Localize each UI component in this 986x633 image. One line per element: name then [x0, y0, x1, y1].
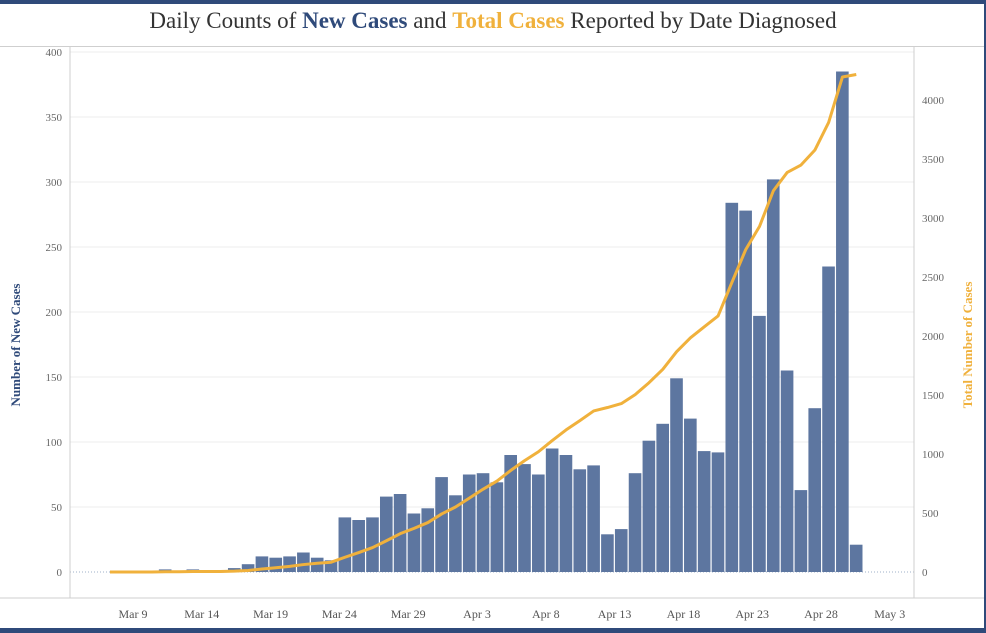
- bar-new-cases: [849, 544, 863, 572]
- left-axis-ticks: 0 50 100 150 200 250 300 350 400: [46, 47, 63, 579]
- bar-new-cases: [753, 315, 766, 572]
- bar-new-cases: [504, 455, 517, 572]
- bar-new-cases: [601, 534, 614, 572]
- bar-new-cases: [780, 370, 794, 572]
- bar-new-cases: [421, 508, 435, 572]
- chart-title: Daily Counts of New Cases and Total Case…: [0, 8, 986, 34]
- bar-new-cases: [684, 418, 697, 572]
- bar-new-cases: [587, 465, 600, 572]
- bar-new-cases: [310, 557, 324, 572]
- right-tick-label: 1500: [922, 390, 945, 402]
- bar-new-cases: [822, 266, 835, 572]
- title-divider: [0, 46, 984, 47]
- bar-new-cases: [241, 564, 255, 572]
- right-tick-label: 0: [922, 567, 928, 579]
- bar-new-cases: [532, 474, 545, 572]
- bar-new-cases: [739, 210, 752, 572]
- bar-new-cases: [725, 202, 739, 573]
- bar-new-cases: [490, 482, 504, 572]
- left-tick-label: 350: [46, 112, 63, 124]
- title-prefix: Daily Counts of: [149, 8, 303, 33]
- bar-new-cases: [462, 474, 476, 572]
- bar-new-cases: [476, 473, 490, 572]
- left-tick-label: 100: [46, 437, 63, 449]
- right-border: [984, 0, 986, 633]
- chart-frame: [0, 47, 984, 599]
- bar-new-cases: [269, 557, 283, 572]
- bar-new-cases: [559, 455, 573, 572]
- bar-new-cases: [808, 408, 822, 572]
- bar-new-cases: [794, 490, 808, 572]
- x-tick-label: Apr 13: [598, 607, 632, 621]
- bar-new-cases: [656, 423, 670, 572]
- bar-new-cases: [642, 440, 656, 572]
- bottom-border: [0, 628, 986, 633]
- bar-new-cases: [324, 560, 338, 572]
- bar-new-cases: [614, 529, 628, 572]
- right-tick-label: 4000: [922, 95, 945, 107]
- x-tick-label: Mar 24: [322, 607, 357, 621]
- bar-new-cases: [435, 477, 448, 572]
- bar-new-cases: [766, 179, 780, 572]
- bar-new-cases: [573, 469, 587, 572]
- right-tick-label: 1000: [922, 449, 945, 461]
- left-tick-label: 300: [46, 177, 63, 189]
- bar-new-cases: [628, 473, 642, 572]
- bar-new-cases: [379, 496, 393, 572]
- title-new-cases: New Cases: [302, 8, 408, 33]
- x-tick-label: Mar 9: [119, 607, 148, 621]
- x-axis-ticks: Mar 9 Mar 14 Mar 19 Mar 24 Mar 29 Apr 3 Apr 8 A…: [119, 607, 906, 621]
- left-tick-label: 250: [46, 242, 63, 254]
- x-tick-label: Apr 23: [735, 607, 769, 621]
- bar-new-cases: [352, 520, 365, 572]
- left-axis-label: Number of New Cases: [8, 284, 23, 407]
- right-axis-label: Total Number of Cases: [960, 282, 975, 409]
- x-tick-label: Apr 3: [463, 607, 491, 621]
- bar-new-cases: [338, 517, 352, 572]
- right-axis-ticks: 0 500 1000 1500 2000 2500 3000 3500 4000: [922, 95, 945, 579]
- bar-new-cases: [366, 517, 379, 572]
- left-tick-label: 150: [46, 372, 63, 384]
- right-tick-label: 500: [922, 508, 939, 520]
- bars: [158, 71, 863, 573]
- x-tick-label: Mar 29: [391, 607, 426, 621]
- right-tick-label: 3500: [922, 154, 945, 166]
- bar-new-cases: [697, 451, 711, 572]
- title-total-cases: Total Cases: [452, 8, 565, 33]
- bar-new-cases: [449, 495, 462, 572]
- x-tick-label: Apr 8: [532, 607, 560, 621]
- left-tick-label: 50: [51, 502, 63, 514]
- right-tick-label: 3000: [922, 213, 945, 225]
- bar-new-cases: [670, 378, 683, 572]
- bar-new-cases: [836, 71, 849, 572]
- bar-new-cases: [545, 448, 559, 572]
- bar-new-cases: [711, 452, 725, 572]
- bar-new-cases: [297, 552, 310, 572]
- left-tick-label: 200: [46, 307, 63, 319]
- bar-new-cases: [407, 513, 421, 572]
- x-tick-label: Mar 14: [184, 607, 219, 621]
- title-middle: and: [407, 8, 453, 33]
- left-tick-label: 0: [57, 567, 63, 579]
- right-tick-label: 2500: [922, 272, 945, 284]
- left-tick-label: 400: [46, 47, 63, 59]
- bar-new-cases: [518, 464, 531, 572]
- title-suffix: Reported by Date Diagnosed: [564, 8, 837, 33]
- x-tick-label: Apr 18: [667, 607, 701, 621]
- total-line: [109, 73, 857, 574]
- right-tick-label: 2000: [922, 331, 945, 343]
- x-tick-label: May 3: [874, 607, 905, 621]
- x-tick-label: Apr 28: [804, 607, 838, 621]
- x-tick-label: Mar 19: [253, 607, 288, 621]
- top-border: [0, 0, 986, 4]
- bar-new-cases: [283, 556, 296, 572]
